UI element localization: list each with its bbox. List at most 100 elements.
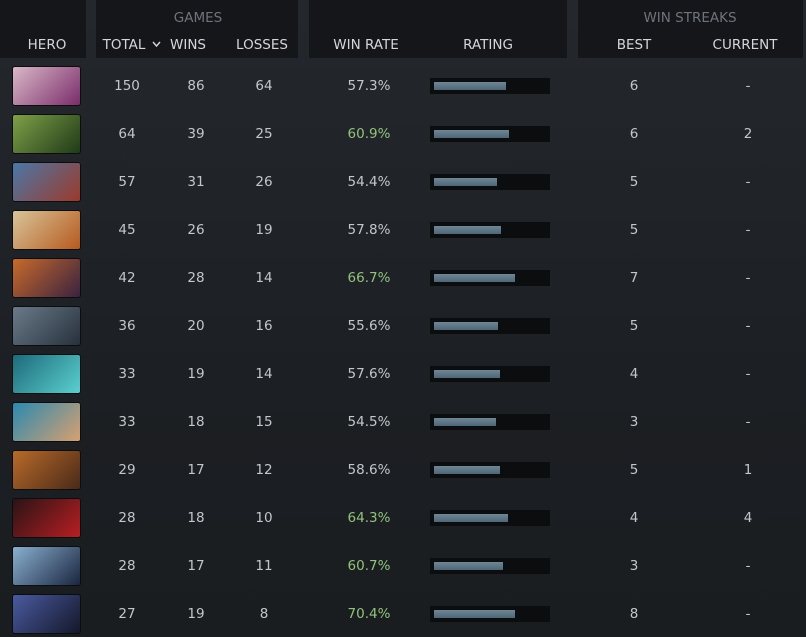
rating-bar bbox=[434, 130, 510, 138]
cell: 19 bbox=[187, 606, 205, 622]
cell: 31 bbox=[187, 174, 205, 190]
cell: 17 bbox=[187, 558, 205, 574]
cell: 5 bbox=[629, 222, 639, 238]
cell: 26 bbox=[255, 174, 273, 190]
cell: 54.4% bbox=[347, 174, 391, 190]
cell: 2 bbox=[743, 126, 753, 142]
rating-bar bbox=[434, 562, 504, 570]
cell: 18 bbox=[187, 510, 205, 526]
rating-track bbox=[430, 174, 550, 190]
column-header: HERO bbox=[27, 37, 67, 53]
cell: - bbox=[745, 558, 751, 574]
hero-portrait[interactable] bbox=[13, 115, 80, 153]
cell: 33 bbox=[118, 366, 136, 382]
rating-bar bbox=[434, 82, 506, 90]
cell: 20 bbox=[187, 318, 205, 334]
header-panel bbox=[309, 0, 567, 58]
cell: 4 bbox=[629, 366, 639, 382]
rating-track bbox=[430, 462, 550, 478]
cell: 5 bbox=[629, 174, 639, 190]
cell: 7 bbox=[629, 270, 639, 286]
hero-portrait[interactable] bbox=[13, 355, 80, 393]
cell: 57 bbox=[118, 174, 136, 190]
hero-portrait[interactable] bbox=[13, 163, 80, 201]
cell: - bbox=[745, 174, 751, 190]
rating-track bbox=[430, 606, 550, 622]
cell: 66.7% bbox=[347, 270, 391, 286]
hero-portrait[interactable] bbox=[13, 211, 80, 249]
cell: 29 bbox=[118, 462, 136, 478]
cell: 4 bbox=[629, 510, 639, 526]
sort-indicator[interactable] bbox=[152, 41, 161, 48]
cell: 6 bbox=[629, 126, 639, 142]
column-header[interactable]: CURRENT bbox=[712, 37, 778, 53]
rating-track bbox=[430, 126, 550, 142]
cell: 6 bbox=[629, 78, 639, 94]
cell: 1 bbox=[743, 462, 753, 478]
cell: - bbox=[745, 606, 751, 622]
group-label: WIN STREAKS bbox=[643, 10, 737, 26]
cell: 150 bbox=[114, 78, 140, 94]
cell: 5 bbox=[629, 462, 639, 478]
rating-track bbox=[430, 222, 550, 238]
cell: 3 bbox=[629, 558, 639, 574]
hero-portrait[interactable] bbox=[13, 259, 80, 297]
rating-bar bbox=[434, 610, 515, 618]
cell: - bbox=[745, 270, 751, 286]
cell: 17 bbox=[187, 462, 205, 478]
cell: 64 bbox=[118, 126, 136, 142]
cell: 28 bbox=[118, 510, 136, 526]
cell: 4 bbox=[743, 510, 753, 526]
rating-track bbox=[430, 366, 550, 382]
cell: 55.6% bbox=[347, 318, 391, 334]
rating-bar bbox=[434, 466, 501, 474]
hero-portrait[interactable] bbox=[13, 595, 80, 633]
rating-track bbox=[430, 318, 550, 334]
hero-portrait[interactable] bbox=[13, 547, 80, 585]
rating-bar bbox=[434, 418, 496, 426]
column-header[interactable]: TOTAL bbox=[102, 37, 146, 53]
hero-portrait[interactable] bbox=[13, 307, 80, 345]
column-header[interactable]: WIN RATE bbox=[333, 37, 399, 53]
cell: 57.8% bbox=[347, 222, 391, 238]
cell: 14 bbox=[255, 270, 273, 286]
cell: 54.5% bbox=[347, 414, 391, 430]
rating-bar bbox=[434, 322, 498, 330]
cell: 33 bbox=[118, 414, 136, 430]
hero-portrait[interactable] bbox=[13, 451, 80, 489]
cell: 28 bbox=[187, 270, 205, 286]
cell: 14 bbox=[255, 366, 273, 382]
column-header[interactable]: WINS bbox=[170, 37, 206, 53]
hero-portrait[interactable] bbox=[13, 499, 80, 537]
column-header[interactable]: BEST bbox=[616, 37, 652, 53]
rating-track bbox=[430, 414, 550, 430]
hero-portrait[interactable] bbox=[13, 67, 80, 105]
rating-bar bbox=[434, 274, 515, 282]
rating-track bbox=[430, 78, 550, 94]
rating-track bbox=[430, 510, 550, 526]
cell: 60.9% bbox=[347, 126, 391, 142]
cell: 64.3% bbox=[347, 510, 391, 526]
cell: 45 bbox=[118, 222, 136, 238]
header-panel bbox=[96, 0, 298, 58]
rating-track bbox=[430, 558, 550, 574]
cell: - bbox=[745, 78, 751, 94]
hero-portrait[interactable] bbox=[13, 403, 80, 441]
cell: 10 bbox=[255, 510, 273, 526]
cell: 70.4% bbox=[347, 606, 391, 622]
rating-track bbox=[430, 270, 550, 286]
cell: 60.7% bbox=[347, 558, 391, 574]
cell: 58.6% bbox=[347, 462, 391, 478]
cell: 28 bbox=[118, 558, 136, 574]
cell: 26 bbox=[187, 222, 205, 238]
column-header[interactable]: LOSSES bbox=[236, 37, 288, 53]
cell: 57.3% bbox=[347, 78, 391, 94]
cell: 36 bbox=[118, 318, 136, 334]
group-label: GAMES bbox=[173, 10, 223, 26]
cell: 8 bbox=[629, 606, 639, 622]
rating-bar bbox=[434, 370, 501, 378]
cell: 16 bbox=[255, 318, 273, 334]
cell: 12 bbox=[255, 462, 273, 478]
cell: - bbox=[745, 318, 751, 334]
column-header[interactable]: RATING bbox=[463, 37, 513, 53]
